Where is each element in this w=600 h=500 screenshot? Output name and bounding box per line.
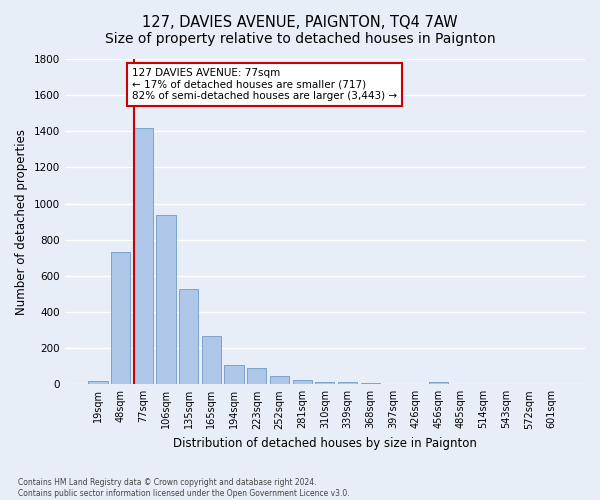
Bar [202, 336, 221, 384]
Bar [315, 382, 334, 384]
Bar [247, 368, 266, 384]
Text: Size of property relative to detached houses in Paignton: Size of property relative to detached ho… [104, 32, 496, 46]
Bar [361, 383, 380, 384]
Bar [270, 376, 289, 384]
Bar [428, 382, 448, 384]
Y-axis label: Number of detached properties: Number of detached properties [15, 128, 28, 314]
Bar [179, 288, 199, 384]
Text: 127 DAVIES AVENUE: 77sqm
← 17% of detached houses are smaller (717)
82% of semi-: 127 DAVIES AVENUE: 77sqm ← 17% of detach… [132, 68, 397, 101]
Bar [157, 216, 176, 384]
X-axis label: Distribution of detached houses by size in Paignton: Distribution of detached houses by size … [173, 437, 477, 450]
Bar [338, 382, 357, 384]
Bar [134, 128, 153, 384]
Bar [293, 380, 312, 384]
Text: Contains HM Land Registry data © Crown copyright and database right 2024.
Contai: Contains HM Land Registry data © Crown c… [18, 478, 350, 498]
Text: 127, DAVIES AVENUE, PAIGNTON, TQ4 7AW: 127, DAVIES AVENUE, PAIGNTON, TQ4 7AW [142, 15, 458, 30]
Bar [88, 380, 107, 384]
Bar [111, 252, 130, 384]
Bar [224, 366, 244, 384]
